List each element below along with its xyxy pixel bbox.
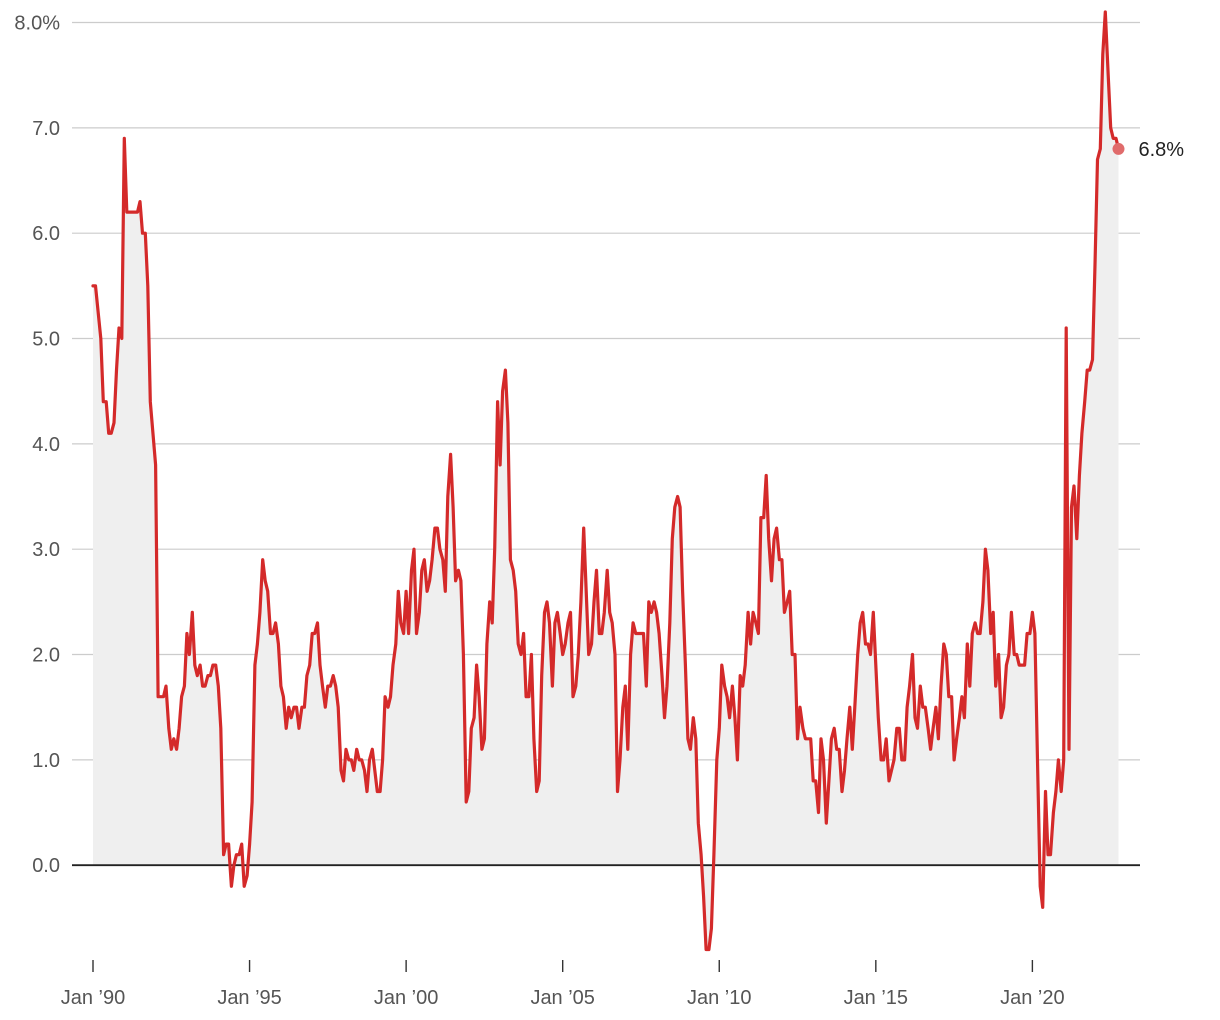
x-tick-label: Jan ’05 <box>530 987 595 1009</box>
x-tick-label: Jan ’20 <box>1000 987 1065 1009</box>
y-tick-label: 1.0 <box>32 750 60 772</box>
y-gridlines <box>72 21 1140 761</box>
y-tick-label: 2.0 <box>32 645 60 667</box>
x-tick-label: Jan ’10 <box>687 987 752 1009</box>
y-tick-label: 4.0 <box>32 434 60 456</box>
y-tick-label: 7.0 <box>32 118 60 140</box>
area-fill <box>93 12 1119 950</box>
x-tick-label: Jan ’00 <box>374 987 439 1009</box>
series-line <box>91 10 1121 952</box>
y-tick-label: 5.0 <box>32 329 60 351</box>
end-value-label: 6.8% <box>1138 139 1184 161</box>
end-point-marker <box>1112 142 1125 155</box>
x-tick-label: Jan ’95 <box>217 987 282 1009</box>
x-axis: Jan ’90 Jan ’95 Jan ’00 Jan ’05 Jan ’10 Jan ’… <box>61 960 1065 1009</box>
x-tick-label: Jan ’15 <box>844 987 909 1009</box>
y-axis-tick-labels: 0.0 1.0 2.0 3.0 4.0 5.0 6.0 7.0 8.0% <box>14 13 60 878</box>
x-tick-label: Jan ’90 <box>61 987 126 1009</box>
y-tick-label: 6.0 <box>32 223 60 245</box>
y-tick-label: 0.0 <box>32 855 60 877</box>
y-tick-label: 3.0 <box>32 539 60 561</box>
y-tick-label: 8.0% <box>14 13 60 35</box>
